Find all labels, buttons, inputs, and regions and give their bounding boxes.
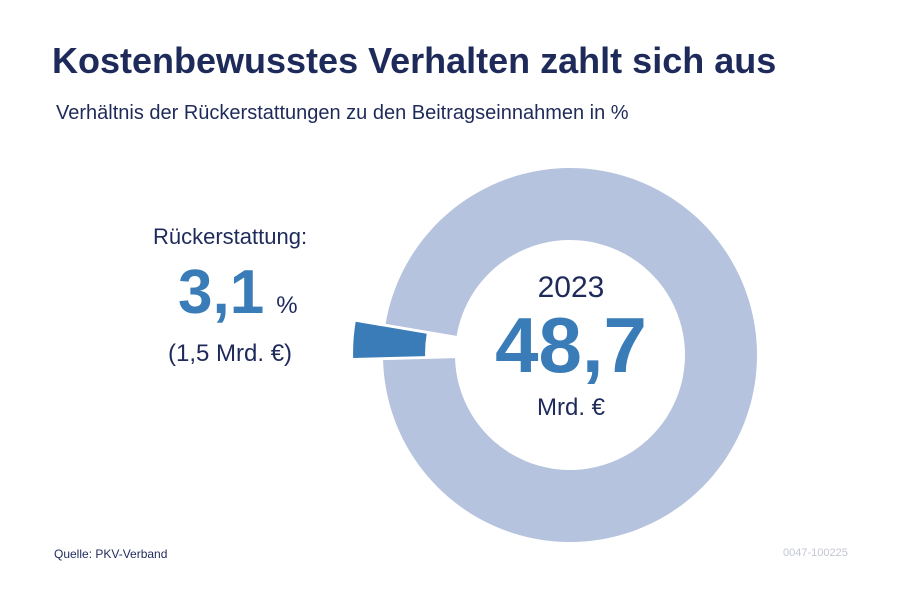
refund-amount: (1,5 Mrd. €) — [168, 340, 293, 367]
donut-slice-refund — [353, 321, 427, 359]
center-total-value: 48,7 — [495, 301, 647, 389]
source-note: Quelle: PKV-Verband — [54, 547, 168, 561]
graphic-code: 0047-100225 — [783, 547, 848, 559]
chart-title: Kostenbewusstes Verhalten zahlt sich aus — [52, 40, 777, 81]
center-total-unit: Mrd. € — [536, 394, 605, 421]
refund-label: Rückerstattung: — [153, 224, 308, 249]
donut-slice-remainder — [383, 168, 757, 543]
refund-share: 3,1 % — [178, 262, 298, 324]
center-year: 2023 — [537, 271, 605, 304]
chart-subtitle: Verhältnis der Rückerstattungen zu den B… — [56, 102, 629, 124]
refund-share-value: 3,1 — [178, 258, 265, 327]
refund-share-unit: % — [276, 292, 298, 319]
